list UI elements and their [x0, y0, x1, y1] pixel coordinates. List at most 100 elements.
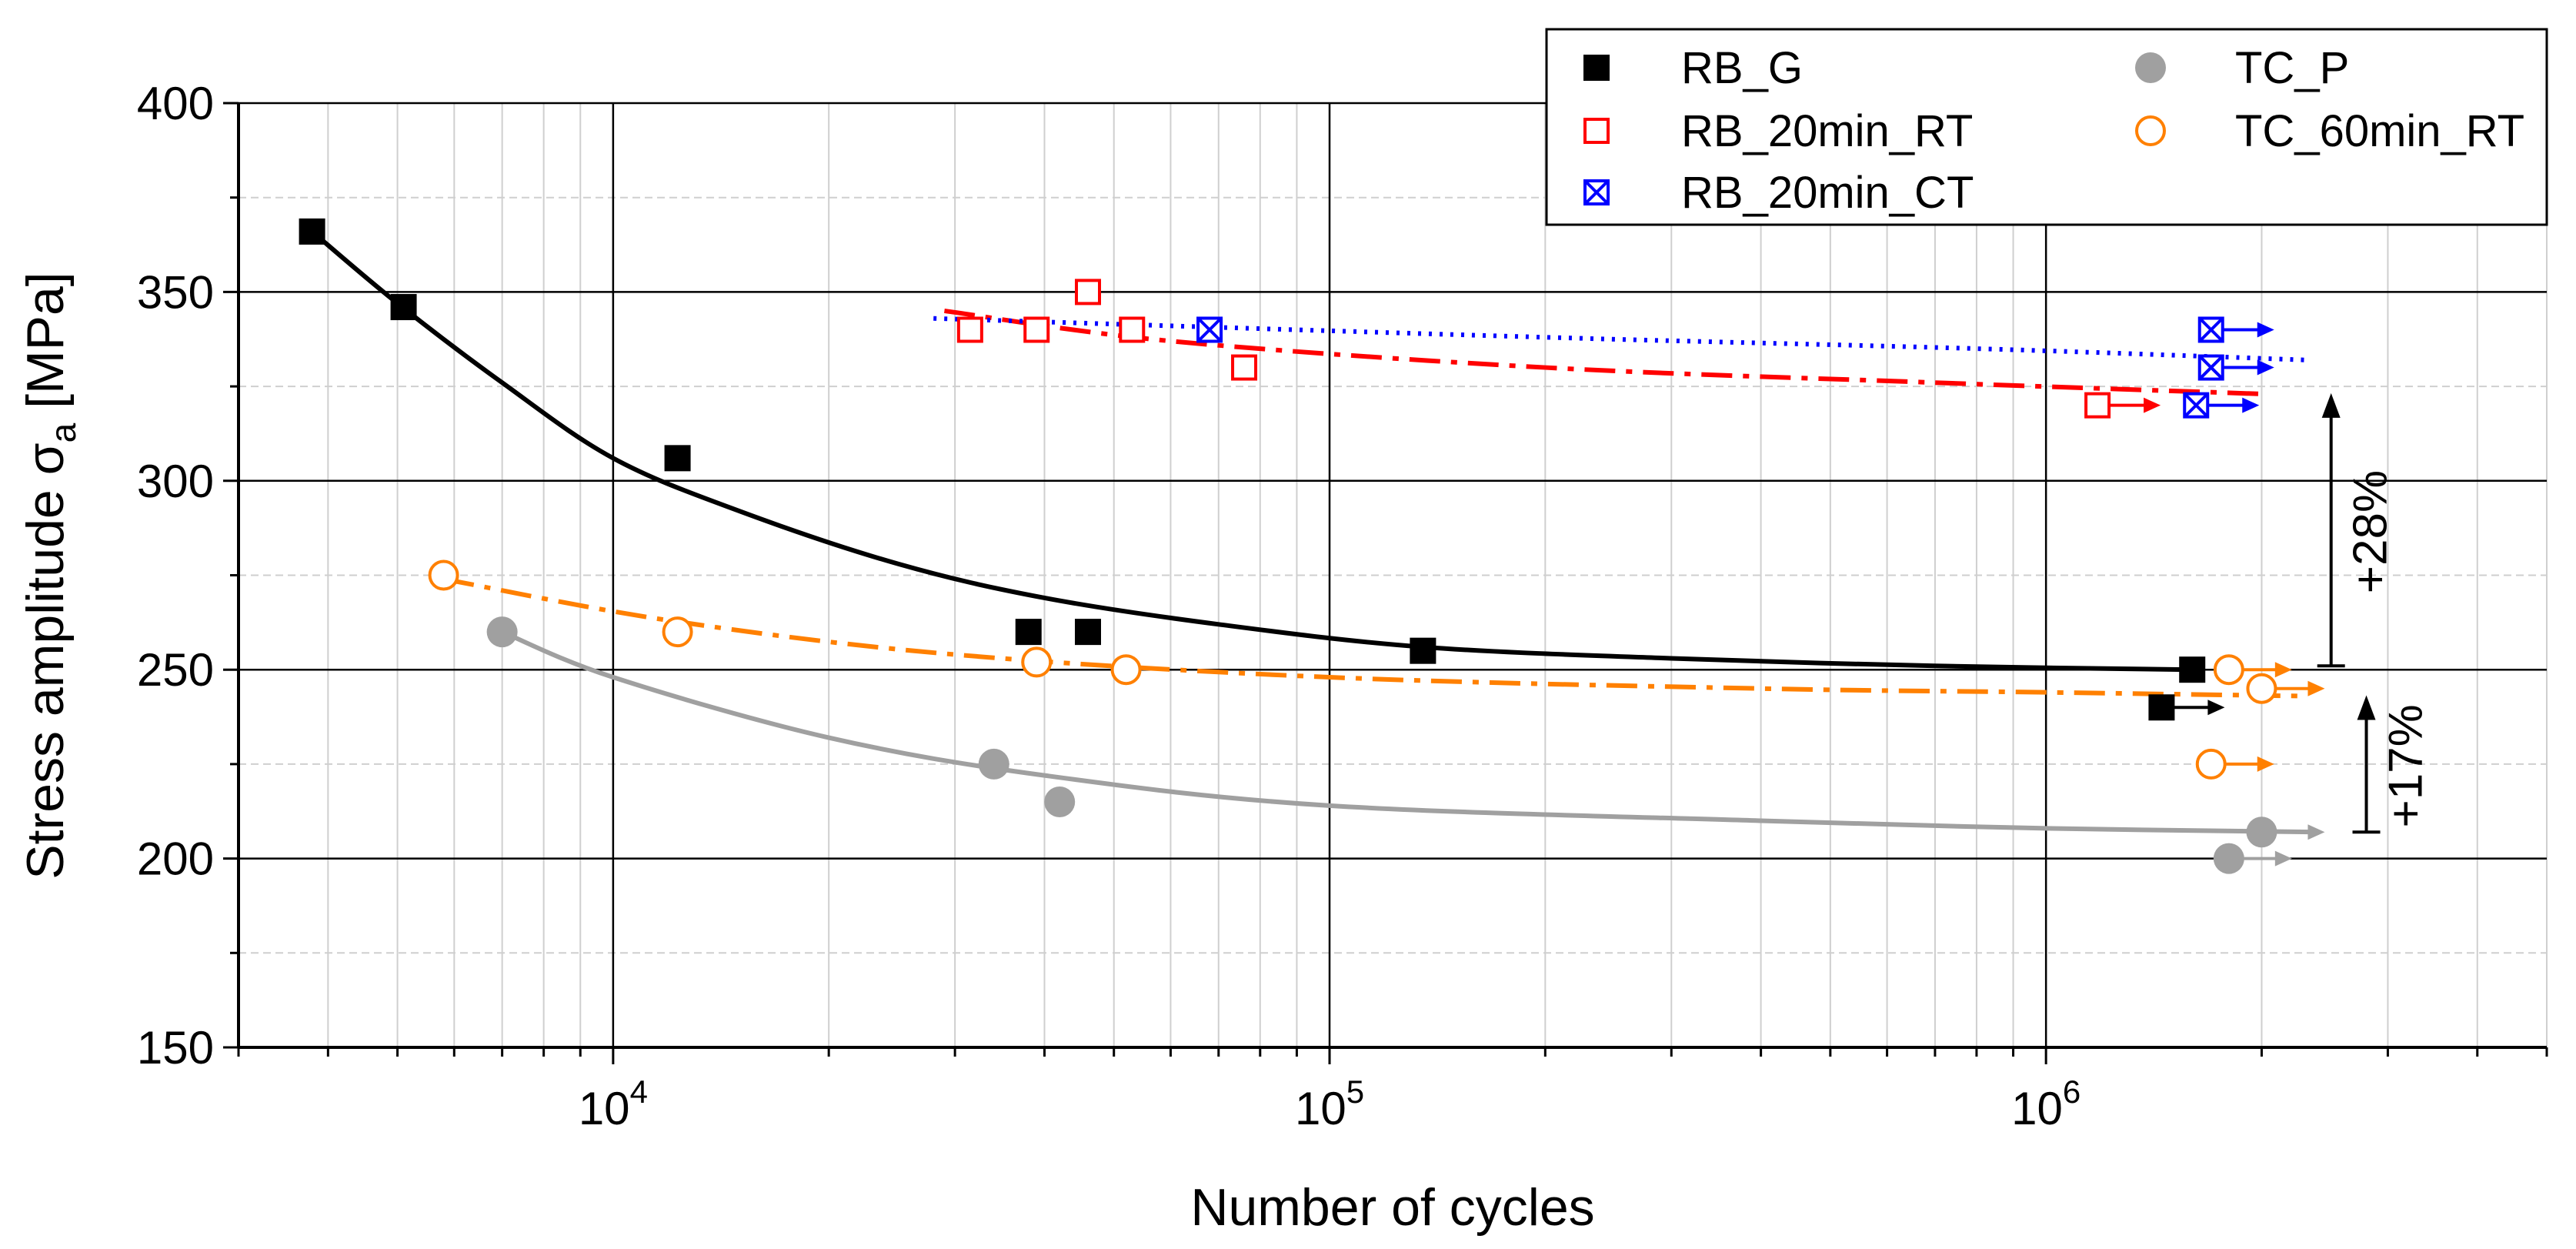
marker-shape — [2084, 392, 2111, 419]
marker-shape — [1044, 786, 1076, 817]
marker-cross — [2198, 317, 2224, 342]
y-tick-label: 300 — [137, 456, 214, 507]
point-rb-g — [1015, 619, 1042, 646]
point-rb-20min-rt — [956, 316, 983, 343]
x-axis-ticks: 104 105 106 — [237, 1047, 2548, 1134]
annotation-plus-17: +17% — [2352, 695, 2433, 834]
legend-marker — [2135, 52, 2166, 83]
marker-cross — [1196, 317, 1223, 342]
runout-arrow-head — [2257, 359, 2274, 376]
point-tc-p — [2213, 843, 2244, 874]
point-rb-g — [1074, 619, 1101, 646]
point-tc-60min-rt — [1021, 646, 1053, 678]
marker-shape — [2179, 656, 2206, 683]
point-rb-20min-rt — [1231, 354, 1258, 381]
x-tick-label: 104 — [579, 1074, 648, 1134]
marker-shape — [1015, 619, 1042, 646]
legend-label: RB_20min_RT — [1681, 106, 1973, 156]
point-rb-g — [2179, 656, 2206, 683]
y-axis-title-unit: [MPa] — [16, 272, 75, 423]
legend-item-tc-p: TC_P — [2135, 43, 2349, 93]
point-rb-20min-rt — [1119, 316, 1146, 343]
point-tc-p — [2246, 817, 2277, 848]
runout-arrow — [2218, 322, 2274, 338]
annotation-label: +28% — [2344, 470, 2397, 593]
point-tc-p — [1044, 786, 1076, 817]
point-rb-20min-rt — [2084, 392, 2111, 419]
legend-box — [1545, 28, 2548, 226]
annotation-plus-28: +28% — [2317, 392, 2397, 668]
point-tc-p — [486, 616, 518, 648]
marker-shape — [2246, 817, 2277, 848]
runout-arrow-head — [2242, 397, 2260, 413]
legend-label: RB_G — [1681, 43, 1803, 93]
runout-arrow-head — [2257, 756, 2274, 772]
legend-marker — [2135, 115, 2166, 146]
runout-arrow — [2105, 397, 2161, 413]
marker-shape — [1410, 637, 1436, 664]
marker-shape — [1074, 279, 1101, 306]
point-rb-20min-ct — [1196, 316, 1223, 343]
legend-item-rb-g: RB_G — [1583, 43, 1803, 93]
runout-arrow — [2204, 397, 2260, 413]
marker-shape — [2195, 748, 2227, 780]
point-tc-60min-rt — [2246, 673, 2277, 704]
marker-shape — [1021, 646, 1053, 678]
fit-curve-tc-60min-rt — [443, 576, 2306, 699]
point-rb-g — [390, 294, 417, 321]
x-tick-label: 105 — [1295, 1074, 1364, 1134]
legend-item-tc-60min-rt: TC_60min_RT — [2135, 106, 2524, 156]
point-rb-g — [1410, 637, 1436, 664]
marker-shape — [2213, 654, 2244, 686]
point-tc-60min-rt — [2195, 748, 2227, 780]
runout-arrow — [2169, 700, 2225, 716]
marker-shape — [2135, 115, 2166, 146]
legend-label: TC_60min_RT — [2235, 106, 2524, 156]
marker-shape — [1023, 316, 1050, 343]
legend-marker — [1583, 179, 1610, 205]
minor-gridlines — [238, 103, 2548, 1047]
annotation-label: +17% — [2380, 704, 2433, 827]
marker-shape — [2135, 52, 2166, 83]
point-rb-20min-ct — [2197, 354, 2224, 381]
y-axis-title-main: Stress amplitude σ — [16, 442, 75, 879]
runout-arrow-head — [2144, 397, 2161, 413]
fit-curve-rb-20min-ct — [933, 316, 2306, 362]
runout-arrow — [2218, 359, 2274, 376]
point-tc-60min-rt — [1110, 654, 1142, 686]
y-tick-label: 250 — [137, 644, 214, 696]
improvement-annotations: +28% +17% — [2317, 392, 2433, 834]
marker-shape — [2246, 673, 2277, 704]
marker-shape — [299, 218, 325, 245]
marker-cross — [1583, 179, 1610, 205]
legend-item-rb-20min-rt: RB_20min_RT — [1583, 106, 1973, 156]
point-tc-60min-rt — [2213, 654, 2244, 686]
fit-curves — [310, 229, 2319, 835]
y-tick-label: 200 — [137, 833, 214, 885]
runout-arrow-head — [2257, 322, 2274, 338]
annotation-head — [2321, 392, 2341, 418]
marker-shape — [2148, 694, 2175, 721]
point-rb-20min-rt — [1074, 279, 1101, 306]
point-rb-20min-ct — [2183, 392, 2210, 419]
fit-curve-rb-20min-rt — [944, 308, 2262, 396]
data-points — [299, 218, 2277, 874]
point-rb-g — [299, 218, 325, 245]
marker-shape — [1583, 118, 1610, 144]
point-rb-20min-rt — [1023, 316, 1050, 343]
point-tc-60min-rt — [428, 559, 459, 591]
x-axis-title: Number of cycles — [1190, 1178, 1594, 1237]
legend-label: TC_P — [2235, 43, 2349, 93]
marker-shape — [1119, 316, 1146, 343]
legend: RB_G RB_20min_RT RB_20min_CT TC_P TC_60min_R… — [1545, 28, 2548, 226]
runout-arrow-head — [2307, 680, 2325, 696]
marker-shape — [662, 616, 693, 648]
y-tick-label: 400 — [137, 78, 214, 129]
marker-shape — [1231, 354, 1258, 381]
marker-shape — [390, 294, 417, 321]
y-tick-label: 150 — [137, 1022, 214, 1074]
legend-marker — [1583, 118, 1610, 144]
runout-arrow-head — [2307, 824, 2325, 840]
marker-shape — [956, 316, 983, 343]
point-tc-p — [978, 748, 1009, 780]
